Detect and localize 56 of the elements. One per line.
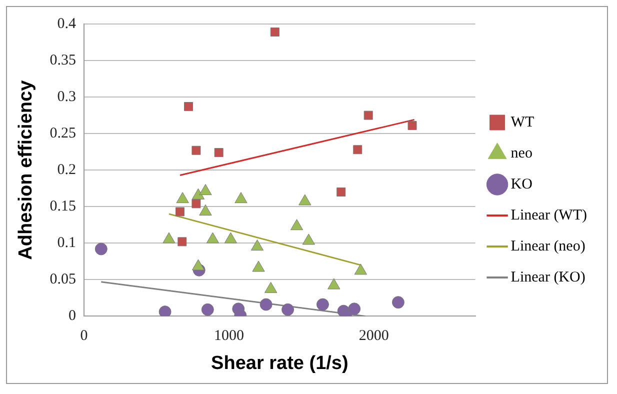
point <box>354 264 367 275</box>
point <box>298 194 312 206</box>
point <box>192 259 205 270</box>
y-axis-title: Adhesion efficiency <box>16 80 37 260</box>
point <box>94 242 108 256</box>
y-tick-label: 0.35 <box>50 52 76 68</box>
point <box>364 110 373 120</box>
y-tick-label: 0.1 <box>57 235 76 252</box>
point <box>192 146 201 155</box>
point <box>206 232 220 244</box>
point <box>234 192 248 204</box>
point <box>224 232 238 244</box>
legend-label: neo <box>510 145 532 162</box>
point <box>201 303 214 316</box>
point <box>199 204 212 216</box>
y-tick-label: 0.15 <box>50 198 76 215</box>
point <box>353 145 362 154</box>
point <box>328 278 340 290</box>
x-tick-label: 0 <box>80 328 88 344</box>
x-tick-label: 2000 <box>358 328 389 344</box>
point <box>192 188 205 200</box>
point <box>316 298 329 311</box>
legend-label: WT <box>510 114 534 130</box>
point <box>184 102 194 112</box>
point <box>336 188 346 197</box>
point <box>264 282 278 293</box>
x-tick-label: 1000 <box>214 328 244 344</box>
legend-label: Linear (neo) <box>510 238 586 254</box>
point <box>252 260 265 272</box>
point <box>282 303 294 316</box>
point <box>408 121 417 130</box>
point <box>178 237 187 246</box>
point <box>270 28 280 37</box>
legend-label: Linear (WT) <box>510 207 588 224</box>
point <box>302 234 315 245</box>
legend-label: Linear (KO) <box>510 269 586 286</box>
y-tick-label: 0.3 <box>57 88 76 105</box>
y-tick-label: 0.05 <box>50 272 76 288</box>
point <box>260 298 272 311</box>
x-axis-title: Shear rate (1/s) <box>211 352 348 374</box>
y-tick-label: 0.2 <box>57 162 76 178</box>
point <box>199 184 212 196</box>
point <box>214 148 224 158</box>
point <box>162 232 176 244</box>
point <box>175 207 184 216</box>
point <box>392 296 404 309</box>
point <box>192 199 201 208</box>
y-tick-label: 0.4 <box>57 16 77 32</box>
point <box>158 306 172 316</box>
legend-label: KO <box>510 176 533 192</box>
y-tick-label: 0 <box>68 308 76 324</box>
point <box>290 219 304 230</box>
y-tick-label: 0.25 <box>50 126 76 142</box>
point <box>176 192 189 204</box>
point <box>250 240 264 251</box>
point <box>348 302 361 316</box>
